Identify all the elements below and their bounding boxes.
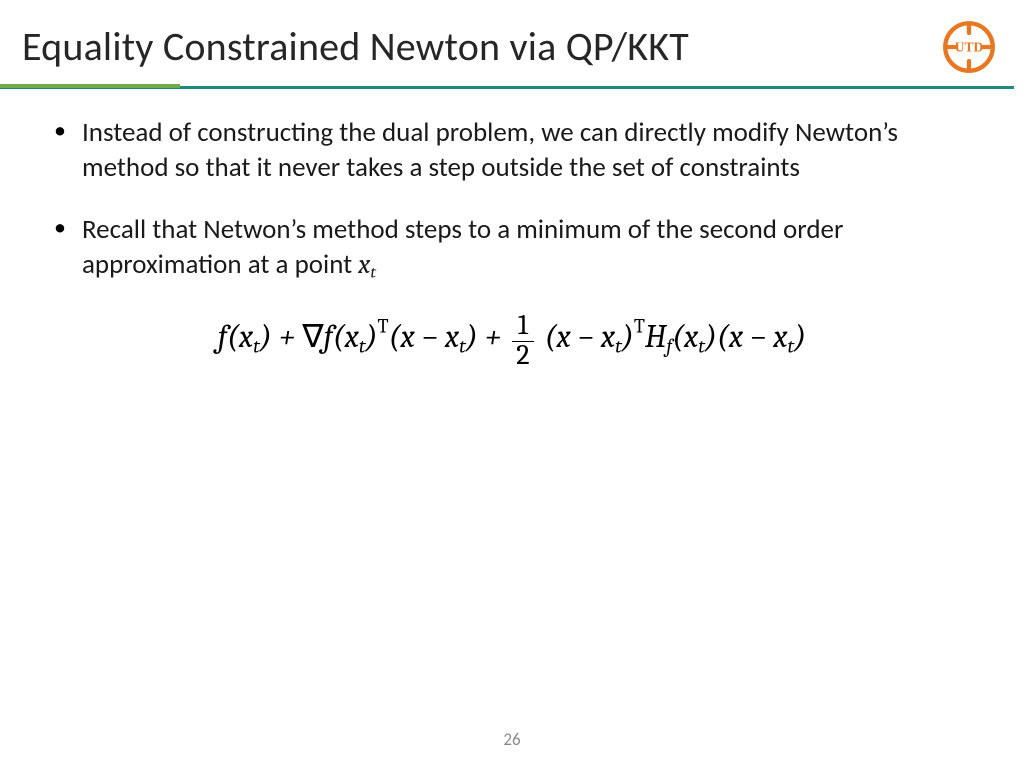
bullet-item: Recall that Netwon’s method steps to a m… [48, 213, 976, 284]
slide-title: Equality Constrained Newton via QP/KKT [0, 0, 1024, 71]
page-number: 26 [0, 729, 1024, 750]
inline-math: xt [358, 249, 376, 280]
bullet-item: Instead of constructing the dual problem… [48, 116, 976, 185]
nabla-icon: ∇ [302, 318, 323, 355]
fn-f: f [218, 318, 227, 355]
utd-logo: UTD [942, 20, 996, 74]
title-rule-accent [0, 84, 180, 88]
bullet-text: Recall that Netwon’s method steps to a m… [82, 213, 843, 281]
formula: f(xt) + ∇f(xt)T(x − xt) + 12 (x − xt)THf… [48, 312, 976, 372]
title-rule [0, 84, 1024, 90]
logo-text: UTD [955, 39, 984, 54]
slide: Equality Constrained Newton via QP/KKT U… [0, 0, 1024, 768]
bullet-text: Instead of constructing the dual problem… [82, 116, 898, 184]
content-area: Instead of constructing the dual problem… [48, 116, 976, 372]
bullet-list: Instead of constructing the dual problem… [48, 116, 976, 284]
fraction: 12 [512, 312, 533, 372]
